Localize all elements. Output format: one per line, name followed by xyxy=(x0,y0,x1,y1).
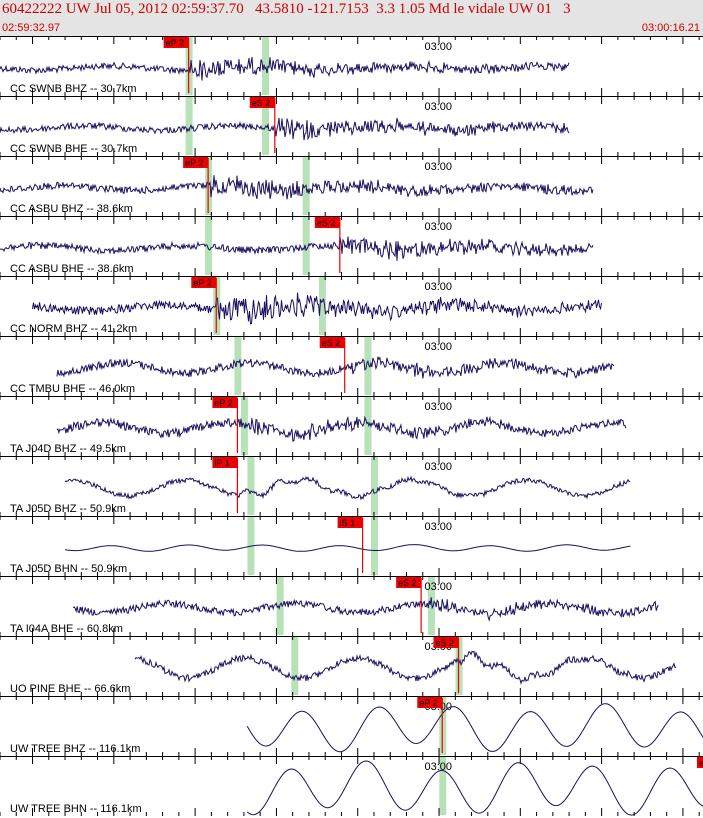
analysis-window xyxy=(318,277,326,335)
analysis-window xyxy=(234,337,242,395)
station-label: UO PINE BHE -- 66.6km xyxy=(10,683,130,695)
analysis-window xyxy=(427,577,435,635)
phase-pick-flag[interactable] xyxy=(249,97,275,108)
phase-pick-label: eP 2 xyxy=(185,158,203,168)
trace-panel: 03:00 eP 2 CC SWNB BHZ -- 30.7km xyxy=(0,36,703,96)
seismogram-panel: 03:00 eP 2 CC SWNB BHZ -- 30.7km 03:00 eS 2 C… xyxy=(0,36,703,816)
time-tick-label: 03:00 xyxy=(425,461,453,473)
analysis-window xyxy=(439,757,447,815)
analysis-window xyxy=(370,457,378,515)
trace-panel: 03:00 eS 2 CC ASBU BHE -- 38.6km xyxy=(0,216,703,276)
station-label: CC ASBU BHE -- 38.6km xyxy=(10,263,133,275)
phase-pick-label: eS 2 xyxy=(317,218,336,228)
phase-pick-flag[interactable] xyxy=(337,517,363,528)
waveform-trace xyxy=(246,760,703,816)
analysis-window xyxy=(291,637,299,695)
phase-pick-label: eP 2 xyxy=(419,698,437,708)
phase-pick-label: eP 2 xyxy=(214,398,232,408)
analysis-window xyxy=(262,37,270,95)
phase-pick-flag[interactable] xyxy=(163,37,189,48)
station-label: TA J05D BHN -- 50.9km xyxy=(10,563,127,575)
waveform-trace xyxy=(0,175,594,200)
station-label: CC TMBU BHE -- 46.0km xyxy=(10,383,135,395)
time-end-label: 03:00:16.21 xyxy=(641,22,700,34)
waveform-trace xyxy=(56,356,615,379)
phase-pick-flag[interactable] xyxy=(396,577,422,588)
event-title: 60422222 UW Jul 05, 2012 02:59:37.70 43.… xyxy=(2,1,571,17)
station-label: UW TREE BHZ -- 116.1km xyxy=(10,743,140,755)
time-tick-label: 03:00 xyxy=(425,401,453,413)
phase-pick-flag[interactable] xyxy=(183,157,209,168)
phase-pick-flag[interactable] xyxy=(696,757,703,768)
waveform-trace xyxy=(56,415,627,442)
phase-pick-label: eS 2 xyxy=(699,758,703,768)
waveform-trace xyxy=(32,292,602,325)
phase-pick-label: eS 2 xyxy=(252,98,271,108)
trace-panel: 03:00 eS 2 CC SWNB BHE -- 30.7km xyxy=(0,96,703,156)
station-label: TA J05D BHZ -- 50.9km xyxy=(10,503,126,515)
event-header: 60422222 UW Jul 05, 2012 02:59:37.70 43.… xyxy=(0,0,703,36)
time-tick-label: 03:00 xyxy=(425,581,453,593)
phase-pick-flag[interactable] xyxy=(212,397,238,408)
phase-pick-flag[interactable] xyxy=(314,217,340,228)
trace-panel: 03:00 eS 2 CC TMBU BHE -- 46.0km xyxy=(0,336,703,396)
time-tick-label: 03:00 xyxy=(425,41,453,53)
waveform-trace xyxy=(134,650,677,686)
phase-pick-flag[interactable] xyxy=(191,277,217,288)
time-start-label: 02:59:32.97 xyxy=(2,22,61,34)
waveform-trace xyxy=(0,236,594,261)
waveform-trace xyxy=(246,703,703,753)
analysis-window xyxy=(364,397,372,455)
phase-pick-label: eP 2 xyxy=(193,278,211,288)
time-tick-label: 03:00 xyxy=(425,161,453,173)
waveform-trace xyxy=(0,57,570,81)
phase-pick-flag[interactable] xyxy=(319,337,345,348)
analysis-window xyxy=(185,97,193,155)
phase-pick-flag[interactable] xyxy=(212,457,238,468)
analysis-window xyxy=(370,517,378,575)
time-tick-label: 03:00 xyxy=(425,101,453,113)
trace-panel: 03:00 eP 2 CC ASBU BHZ -- 38.6km xyxy=(0,156,703,216)
phase-pick-label: eP 2 xyxy=(166,38,184,48)
station-label: TA I04A BHE -- 60.8km xyxy=(10,623,123,635)
station-label: CC ASBU BHZ -- 38.6km xyxy=(10,203,133,215)
waveform-trace xyxy=(64,544,631,552)
phase-pick-label: eS 2 xyxy=(322,338,341,348)
time-tick-label: 03:00 xyxy=(425,761,453,773)
time-tick-label: 03:00 xyxy=(425,221,453,233)
trace-panel: 03:00 iP 1 TA J05D BHZ -- 50.9km xyxy=(0,456,703,516)
waveform-trace xyxy=(0,117,570,141)
phase-pick-label: eS 2 xyxy=(398,578,417,588)
station-label: TA J04D BHZ -- 49.5km xyxy=(10,443,126,455)
phase-pick-label: iP 1 xyxy=(214,458,229,468)
trace-panel: 03:00 iS 1 TA J05D BHN -- 50.9km xyxy=(0,516,703,576)
analysis-window xyxy=(247,457,255,515)
station-label: CC NORM BHZ -- 41.2km xyxy=(10,323,137,335)
trace-panel: 03:00 eP 2 CC NORM BHZ -- 41.2km xyxy=(0,276,703,336)
waveform-trace xyxy=(64,475,631,501)
station-label: CC SWNB BHZ -- 30.7km xyxy=(10,83,137,95)
time-tick-label: 03:00 xyxy=(425,521,453,533)
analysis-window xyxy=(302,217,310,275)
time-tick-label: 03:00 xyxy=(425,341,453,353)
phase-pick-flag[interactable] xyxy=(433,637,459,648)
phase-pick-label: iS 1 xyxy=(340,518,356,528)
analysis-window xyxy=(205,217,213,275)
station-label: CC SWNB BHE -- 30.7km xyxy=(10,143,137,155)
station-label: UW TREE BHN -- 116.1km xyxy=(10,803,142,815)
trace-panel: 03:00 eS 2 UW TREE BHN -- 116.1km xyxy=(0,756,703,816)
phase-pick-flag[interactable] xyxy=(417,697,443,708)
waveform-trace xyxy=(72,597,659,622)
trace-panel: 03:00 eS 2 TA I04A BHE -- 60.8km xyxy=(0,576,703,636)
trace-panel: 03:00 eP 2 TA J04D BHZ -- 49.5km xyxy=(0,396,703,456)
time-tick-label: 03:00 xyxy=(425,281,453,293)
phase-pick-label: eS 2 xyxy=(436,638,455,648)
analysis-window xyxy=(364,337,372,395)
